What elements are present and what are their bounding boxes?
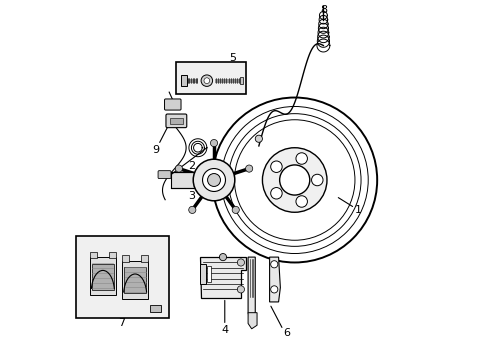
Circle shape <box>295 196 307 207</box>
Circle shape <box>175 165 182 172</box>
Bar <box>141 255 148 262</box>
Polygon shape <box>247 313 257 329</box>
Text: 9: 9 <box>152 144 159 154</box>
Circle shape <box>237 259 244 266</box>
Bar <box>239 77 243 84</box>
Bar <box>199 264 206 284</box>
Polygon shape <box>124 267 146 293</box>
Text: 3: 3 <box>187 191 195 201</box>
Bar <box>169 118 183 124</box>
Circle shape <box>193 159 234 201</box>
Polygon shape <box>90 257 116 295</box>
Circle shape <box>295 153 307 164</box>
Circle shape <box>203 78 209 84</box>
Circle shape <box>245 165 252 172</box>
Bar <box>206 266 211 282</box>
FancyBboxPatch shape <box>158 171 171 179</box>
Bar <box>108 252 116 258</box>
Circle shape <box>270 261 277 268</box>
Circle shape <box>311 174 323 186</box>
Circle shape <box>262 148 326 212</box>
Bar <box>180 75 187 86</box>
Bar <box>76 235 169 318</box>
Polygon shape <box>122 261 148 298</box>
FancyBboxPatch shape <box>164 99 181 110</box>
Circle shape <box>207 174 220 186</box>
Text: 8: 8 <box>319 5 326 15</box>
Circle shape <box>201 75 212 86</box>
Text: 4: 4 <box>221 325 228 335</box>
Circle shape <box>232 206 239 213</box>
Bar <box>150 305 161 312</box>
FancyBboxPatch shape <box>165 114 186 128</box>
Circle shape <box>219 253 226 261</box>
Circle shape <box>279 165 309 195</box>
Text: 1: 1 <box>354 205 361 215</box>
Polygon shape <box>247 257 255 320</box>
Circle shape <box>270 188 282 199</box>
Circle shape <box>236 122 352 238</box>
Bar <box>90 252 97 258</box>
Circle shape <box>270 161 282 172</box>
Circle shape <box>210 139 217 147</box>
Text: 2: 2 <box>187 161 195 171</box>
Circle shape <box>270 286 277 293</box>
Circle shape <box>202 168 225 192</box>
Bar <box>122 255 129 262</box>
Polygon shape <box>92 264 114 289</box>
Bar <box>176 62 246 94</box>
Polygon shape <box>269 257 280 302</box>
Polygon shape <box>199 257 246 298</box>
Circle shape <box>237 286 244 293</box>
Bar <box>171 172 194 188</box>
Circle shape <box>188 206 196 213</box>
Text: 7: 7 <box>118 319 125 328</box>
Text: 6: 6 <box>283 328 290 338</box>
Circle shape <box>255 135 262 142</box>
Text: 5: 5 <box>229 53 236 63</box>
